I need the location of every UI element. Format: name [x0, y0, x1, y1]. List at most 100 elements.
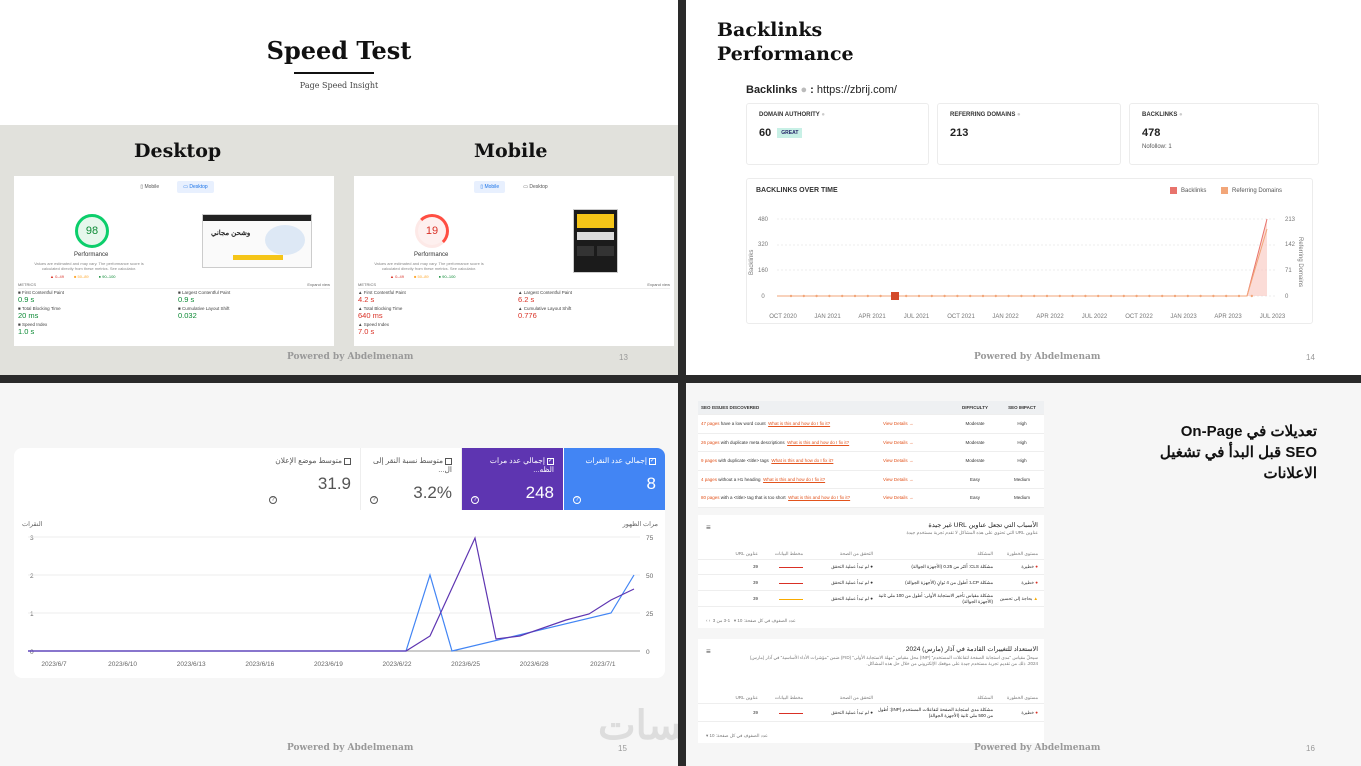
y2-tick: 25: [646, 611, 654, 618]
site-screenshot: [573, 209, 618, 273]
x-tick: 2023/6/22: [383, 661, 412, 668]
data-point: [981, 294, 985, 298]
y2-tick: 142: [1285, 242, 1296, 248]
help-icon: ?: [471, 496, 479, 504]
mobile-pagespeed-report: ▯ Mobile ▭ Desktop 19 Performance Values …: [354, 176, 674, 346]
pagination[interactable]: عدد الصفوف في كل صفحة: 10 ▾ 1-3 من 3 ‹ ›: [706, 618, 796, 623]
y-tick: 1: [30, 611, 34, 618]
metrics-header: METRICS Expand view: [358, 282, 670, 289]
table-row[interactable]: 4 pages without a H1 heading What is thi…: [698, 471, 1044, 489]
table-row[interactable]: ▲ بحاجة إلى تحسين مشكلة مقياس تأخير الاست…: [698, 591, 1044, 607]
legend-pass: ● 90–100: [98, 274, 116, 279]
data-point: [866, 294, 869, 298]
status-icon: ●: [870, 709, 873, 715]
legend-backlinks: Backlinks: [1170, 187, 1206, 194]
backlinks-chart: BACKLINKS OVER TIME Backlinks Referring …: [746, 178, 1313, 324]
table-row[interactable]: ● خطيرة مشكلة CLS: أكثر من 0.25 (الأجهزة …: [698, 559, 1044, 575]
data-point: [1007, 294, 1010, 298]
data-point: [930, 294, 933, 298]
cwv-table-header: مستوى الخطورة المشكلة التحقق من الصحة مخطط …: [698, 549, 1044, 560]
table-row[interactable]: 47 pages have a low word count What is t…: [698, 415, 1044, 434]
table-row[interactable]: ● خطيرة مشكلة LCP: أطول من 4 ثوانٍ (الأجه…: [698, 575, 1044, 591]
page-number: 16: [1306, 744, 1315, 753]
title-underline: [294, 72, 374, 74]
error-icon: ●: [1035, 563, 1038, 569]
error-icon: ●: [1035, 709, 1038, 715]
tab-desktop[interactable]: ▭ Desktop: [177, 181, 214, 193]
data-point: [905, 294, 908, 298]
tab-mobile[interactable]: ▯ Mobile: [474, 181, 506, 193]
y2-tick: 213: [1285, 217, 1296, 223]
data-point: [1225, 294, 1228, 298]
view-details-link[interactable]: View Details →: [883, 421, 914, 427]
filter-icon[interactable]: ≡: [706, 523, 711, 532]
tab-desktop[interactable]: ▭ Desktop: [523, 184, 548, 190]
y2-tick: 0: [646, 649, 650, 656]
slide-title: تعديلات في On-Page SEO قبل البدأ في تشغيل…: [1159, 423, 1317, 482]
backlinks-plot: 480 320 160 0 213 142 71 0 Backlinks Ref…: [749, 217, 1303, 320]
expand-view-link[interactable]: Expand view: [647, 282, 670, 287]
table-row[interactable]: 26 pages with duplicate meta description…: [698, 434, 1044, 452]
data-point: [1045, 294, 1049, 298]
tile-total-clicks[interactable]: ✓إجمالي عدد النقرات 8?: [564, 448, 665, 510]
page-number: 13: [619, 353, 628, 362]
y-tick: 160: [758, 268, 769, 274]
help-icon: ?: [269, 496, 277, 504]
x-tick: JAN 2022: [992, 314, 1019, 320]
metric-si: ▲ Speed Index 7.0 s: [358, 322, 389, 336]
metric-cls: ▲ Cumulative Layout Shift 0.776: [518, 306, 572, 320]
metric-tbt: ▲ Total Blocking Time 640 ms: [358, 306, 403, 320]
data-point: [1199, 294, 1202, 298]
y2-tick: 0: [1285, 294, 1289, 300]
info-icon: ●: [1179, 112, 1183, 118]
domain-url[interactable]: https://zbrij.com/: [816, 84, 897, 96]
view-details-link[interactable]: View Details →: [883, 476, 914, 482]
expand-view-link[interactable]: Expand view: [307, 282, 330, 287]
y2-tick: 50: [646, 573, 654, 580]
y2-axis-title: مرات الظهور: [622, 520, 659, 528]
legend-referring-domains: Referring Domains: [1221, 187, 1282, 194]
table-row[interactable]: ● خطيرة مشكلة مدى استجابة الصفحة لتفاعلات…: [698, 704, 1044, 722]
performance-label: Performance: [414, 252, 449, 258]
slide-search-console: ✓إجمالي عدد النقرات 8? ✓إجمالي عدد مرات ا…: [0, 383, 678, 766]
inp-readiness-card: الاستعداد للتغييرات القادمة في آذار (مار…: [698, 639, 1044, 743]
data-point: [1071, 294, 1074, 298]
watermark-logo: خمسات: [598, 704, 678, 748]
stat-domain-authority: DOMAIN AUTHORITY ● 60 GREAT: [746, 103, 929, 165]
x-tick: APR 2023: [1214, 314, 1242, 320]
help-icon: ?: [370, 496, 378, 504]
view-details-link[interactable]: View Details →: [883, 439, 914, 445]
filter-icon[interactable]: ≡: [706, 647, 711, 656]
metric-lcp: ■ Largest Contentful Paint 0.9 s: [178, 290, 231, 304]
x-tick: APR 2021: [858, 314, 886, 320]
stat-backlinks: BACKLINKS ● 478 Nofollow: 1: [1129, 103, 1319, 165]
data-point: [802, 294, 805, 298]
sparkline: [779, 567, 803, 568]
data-point: [1058, 294, 1061, 298]
slide-footer: Powered by Abdelmenam: [974, 352, 1101, 362]
view-details-link[interactable]: View Details →: [883, 495, 914, 501]
performance-label: Performance: [74, 252, 109, 258]
view-details-link[interactable]: View Details →: [883, 458, 914, 464]
y-axis-label: Backlinks: [749, 250, 755, 275]
y-tick: 0: [761, 294, 765, 300]
sparkline: [779, 599, 803, 600]
performance-chart: النقرات مرات الظهور 3 2 1 0 75 50 25 0 2…: [22, 520, 659, 668]
tab-mobile[interactable]: ▯ Mobile: [140, 184, 160, 190]
data-point: [853, 294, 857, 298]
data-point: [1135, 294, 1138, 298]
tile-average-position[interactable]: متوسط موضع الإعلان 31.9?: [260, 448, 361, 510]
table-row[interactable]: 80 pages with a <title> tag that is too …: [698, 489, 1044, 508]
tile-total-impressions[interactable]: ✓إجمالي عدد مرات الظه... 248?: [462, 448, 563, 510]
table-row[interactable]: 9 pages with duplicate <title> tags What…: [698, 452, 1044, 471]
tile-average-ctr[interactable]: متوسط نسبة النقر إلى ال... 3.2%?: [361, 448, 462, 510]
great-badge: GREAT: [777, 128, 803, 139]
data-point: [1097, 294, 1100, 298]
x-tick: 2023/6/10: [108, 661, 137, 668]
x-tick: APR 2022: [1036, 314, 1064, 320]
thumb-banner-text: وشحن مجاني: [211, 230, 251, 237]
slide-title: Speed Test: [266, 36, 412, 65]
data-point: [994, 294, 997, 298]
pagination[interactable]: عدد الصفوف في كل صفحة: 10 ▾: [706, 733, 768, 738]
x-tick: 2023/6/13: [177, 661, 206, 668]
